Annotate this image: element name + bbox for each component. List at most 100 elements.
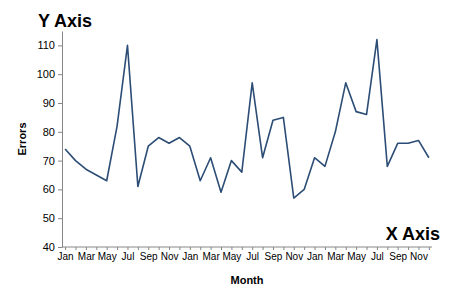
x-tick: [325, 247, 326, 250]
x-tick-label: Mar: [327, 251, 345, 262]
y-tick-label: 50: [43, 212, 55, 224]
x-tick-label: Nov: [161, 251, 179, 262]
y-axis-line: [62, 32, 63, 248]
y-tick-mark: [58, 161, 62, 162]
x-tick-label: Jul: [371, 251, 384, 262]
x-tick-mark: [387, 247, 388, 250]
y-tick: 70: [43, 155, 62, 167]
x-tick-mark: [231, 247, 232, 250]
x-tick-label: Nov: [285, 251, 303, 262]
x-tick-mark: [408, 247, 409, 250]
x-tick: [263, 247, 264, 250]
x-tick: Jul: [122, 247, 135, 262]
x-tick: Jan: [58, 247, 74, 262]
x-tick: Jan: [307, 247, 323, 262]
x-tick-mark: [169, 247, 170, 250]
x-tick: Nov: [161, 247, 179, 262]
x-tick-mark: [367, 247, 368, 250]
x-tick: [179, 247, 180, 250]
x-tick: [367, 247, 368, 250]
x-tick-mark: [429, 247, 430, 250]
y-tick: 110: [37, 39, 62, 51]
x-tick-mark: [76, 247, 77, 250]
x-tick-mark: [346, 247, 347, 250]
x-tick-label: Jan: [182, 251, 198, 262]
y-tick: 80: [43, 126, 62, 138]
y-tick: 100: [37, 68, 62, 80]
x-tick-mark: [273, 247, 274, 250]
annotation: X Axis: [386, 224, 440, 244]
y-tick-mark: [58, 45, 62, 46]
x-tick-label: May: [347, 251, 366, 262]
x-tick-mark: [190, 247, 191, 250]
x-tick-mark: [159, 247, 160, 250]
y-tick-mark: [58, 103, 62, 104]
x-tick-mark: [304, 247, 305, 250]
x-tick-mark: [377, 247, 378, 250]
x-tick-mark: [107, 247, 108, 250]
x-tick-mark: [356, 247, 357, 250]
x-tick-mark: [65, 247, 66, 250]
x-tick-mark: [283, 247, 284, 250]
x-tick: [408, 247, 409, 250]
x-tick-label: Mar: [78, 251, 96, 262]
x-tick-mark: [96, 247, 97, 250]
x-tick-mark: [117, 247, 118, 250]
x-tick: Mar: [327, 247, 345, 262]
y-tick-label: 80: [43, 126, 55, 138]
y-tick-mark: [58, 247, 62, 248]
x-tick: May: [222, 247, 241, 262]
x-tick: [304, 247, 305, 250]
x-tick-mark: [148, 247, 149, 250]
x-tick-mark: [86, 247, 87, 250]
x-tick: Nov: [410, 247, 428, 262]
x-tick-mark: [263, 247, 264, 250]
x-tick-label: Sep: [140, 251, 158, 262]
y-tick-label: 40: [43, 241, 55, 253]
y-tick-mark: [58, 132, 62, 133]
x-tick: Jul: [371, 247, 384, 262]
y-tick-mark: [58, 74, 62, 75]
x-tick-mark: [138, 247, 139, 250]
chart: 405060708090100110JanMarMayJulSepNovJanM…: [0, 0, 450, 302]
x-tick-label: Sep: [265, 251, 283, 262]
x-tick: Mar: [78, 247, 96, 262]
y-tick-label: 100: [37, 68, 55, 80]
plot-area: [65, 40, 429, 198]
x-tick-label: Jan: [58, 251, 74, 262]
y-tick-label: 90: [43, 97, 55, 109]
y-axis-title: Errors: [16, 122, 28, 155]
x-tick-label: Mar: [203, 251, 221, 262]
x-tick: Sep: [265, 247, 283, 262]
x-tick-mark: [200, 247, 201, 250]
x-tick-label: May: [98, 251, 117, 262]
x-tick: [76, 247, 77, 250]
x-axis-title: Month: [231, 274, 264, 286]
x-tick-mark: [252, 247, 253, 250]
x-tick-mark: [325, 247, 326, 250]
x-tick-mark: [315, 247, 316, 250]
y-tick-label: 60: [43, 183, 55, 195]
x-tick-label: May: [222, 251, 241, 262]
x-tick: [221, 247, 222, 250]
x-tick-label: Jul: [122, 251, 135, 262]
x-tick-mark: [179, 247, 180, 250]
x-tick: May: [98, 247, 117, 262]
x-tick: Jul: [246, 247, 259, 262]
y-axis: 40 50 60 70 80 90 100 110: [37, 32, 63, 254]
y-tick-mark: [58, 218, 62, 219]
x-tick: [283, 247, 284, 250]
data-line: [65, 40, 429, 198]
x-tick-mark: [221, 247, 222, 250]
y-tick: 60: [43, 183, 62, 195]
x-tick-mark: [294, 247, 295, 250]
x-tick-mark: [335, 247, 336, 250]
x-tick-mark: [242, 247, 243, 250]
y-tick: 90: [43, 97, 62, 109]
x-tick: [387, 247, 388, 250]
x-tick-mark: [127, 247, 128, 250]
y-tick-label: 70: [43, 155, 55, 167]
y-tick-mark: [58, 189, 62, 190]
x-tick: [138, 247, 139, 250]
y-tick: 50: [43, 212, 62, 224]
